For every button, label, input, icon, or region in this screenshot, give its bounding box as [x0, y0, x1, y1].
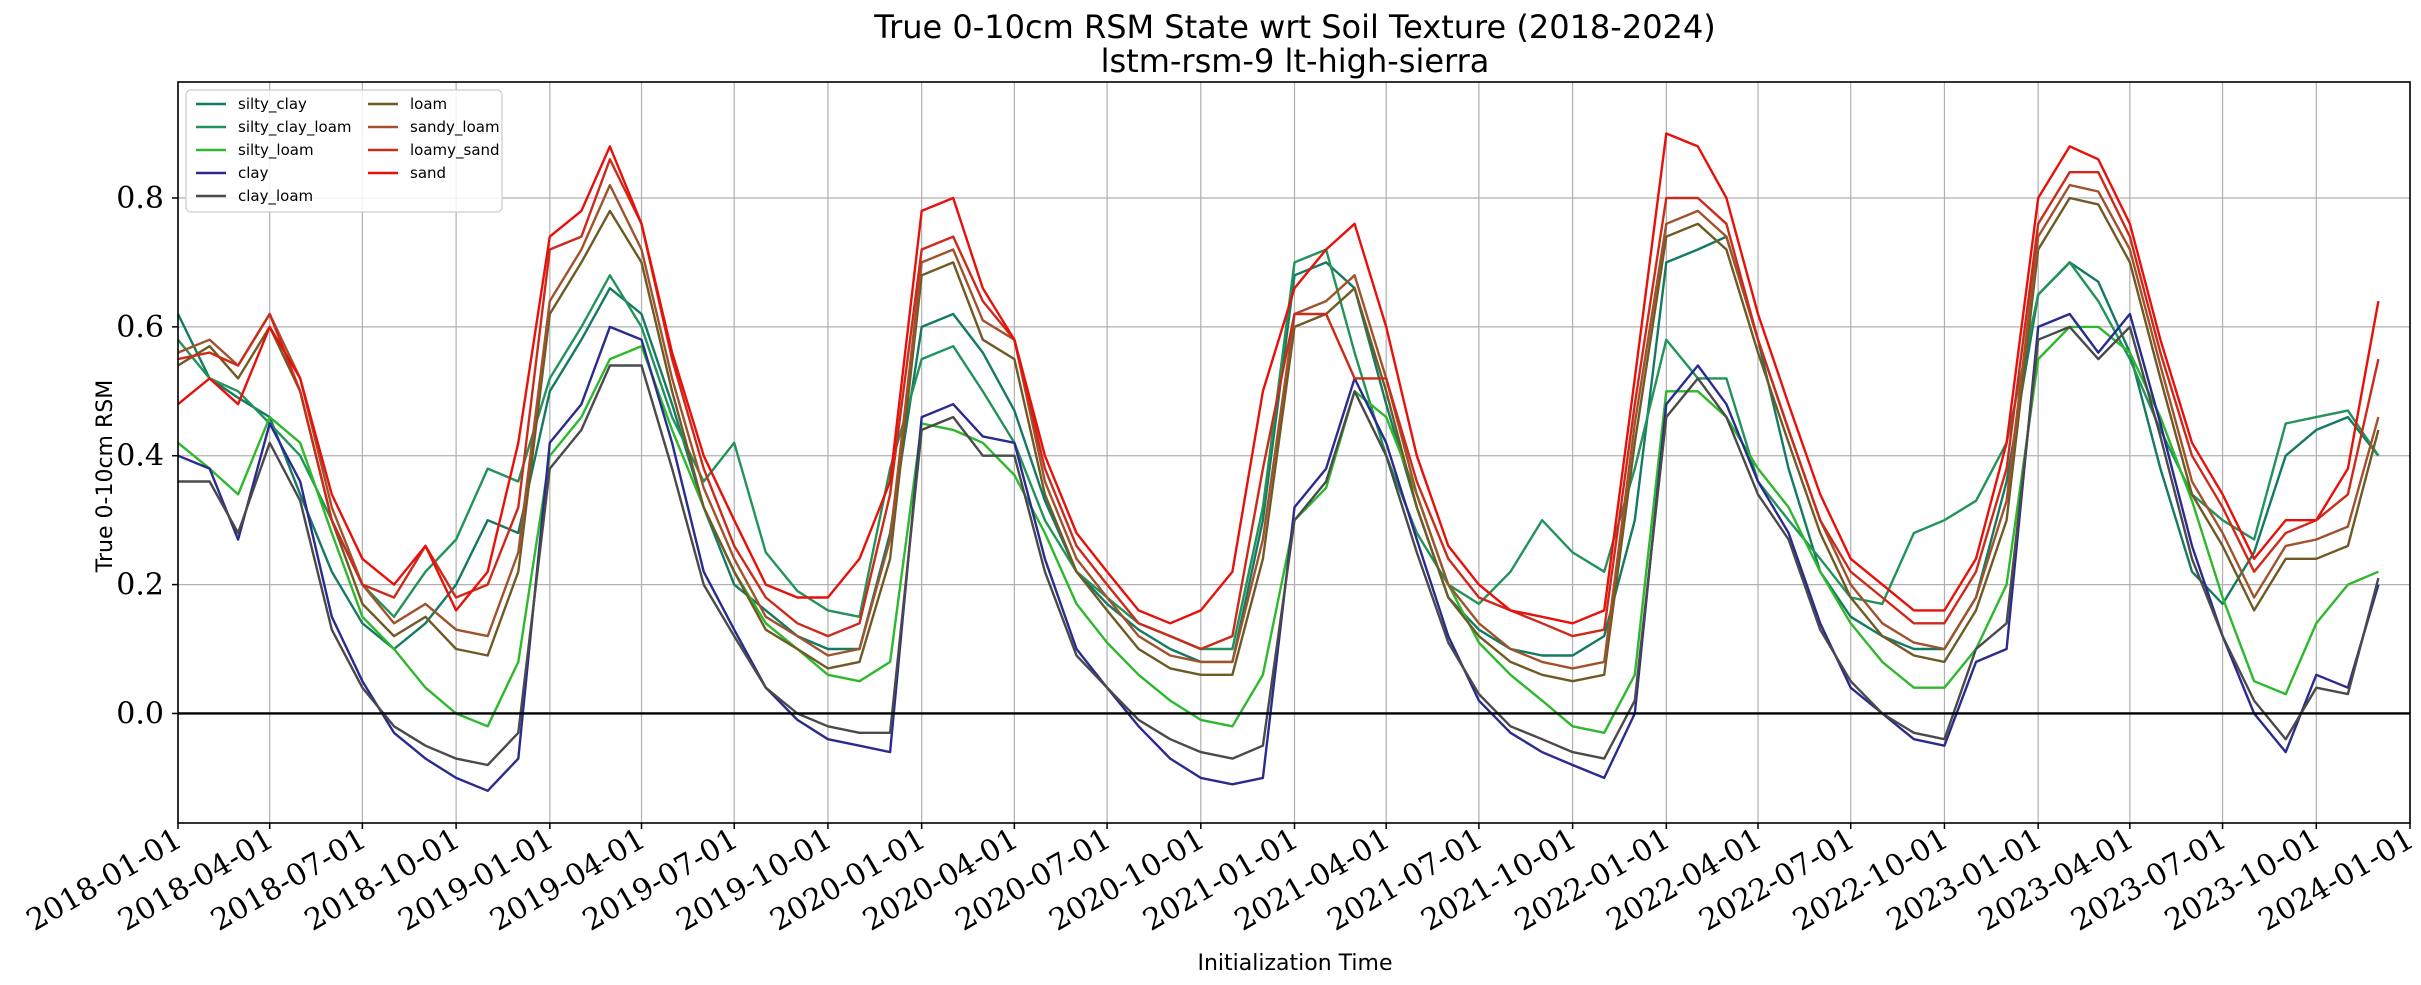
- legend-label: clay: [238, 164, 269, 182]
- y-axis-label: True 0-10cm RSM: [93, 380, 118, 573]
- y-axis-ticks: 0.0 0.2 0.4 0.6 0.8: [116, 181, 178, 731]
- legend-label: silty_loam: [238, 141, 314, 160]
- series-line-loam: [177, 196, 2380, 683]
- y-tick-label: 0.2: [116, 568, 164, 603]
- series-line-loamy-sand: [177, 158, 2380, 651]
- legend-label: clay_loam: [238, 187, 313, 206]
- y-tick-label: 0.4: [116, 439, 164, 474]
- chart-subtitle: lstm-rsm-9 lt-high-sierra: [1101, 42, 1490, 80]
- x-axis-label: Initialization Time: [1198, 951, 1393, 976]
- legend-label: loamy_sand: [410, 141, 500, 160]
- legend-box: [185, 89, 503, 213]
- legend-label: sandy_loam: [410, 118, 500, 137]
- x-axis-ticks: 2018-01-012018-04-012018-07-012018-10-01…: [21, 822, 2420, 939]
- grid-lines: [177, 82, 2411, 823]
- series-line-clay: [177, 312, 2380, 792]
- data-series: [176, 132, 2380, 792]
- series-line-sand: [177, 132, 2380, 625]
- series-line-silty-clay-loam: [177, 248, 2380, 651]
- series-line-clay-loam: [178, 325, 2380, 767]
- series-line-sandy-loam: [177, 183, 2380, 670]
- legend-label: sand: [410, 164, 446, 182]
- y-tick-label: 0.0: [116, 696, 164, 731]
- y-tick-label: 0.6: [116, 310, 164, 345]
- legend-label: silty_clay: [238, 95, 307, 114]
- y-tick-label: 0.8: [116, 181, 164, 216]
- chart-title: True 0-10cm RSM State wrt Soil Texture (…: [873, 8, 1716, 46]
- legend-label: silty_clay_loam: [238, 118, 352, 137]
- legend-label: loam: [410, 95, 447, 113]
